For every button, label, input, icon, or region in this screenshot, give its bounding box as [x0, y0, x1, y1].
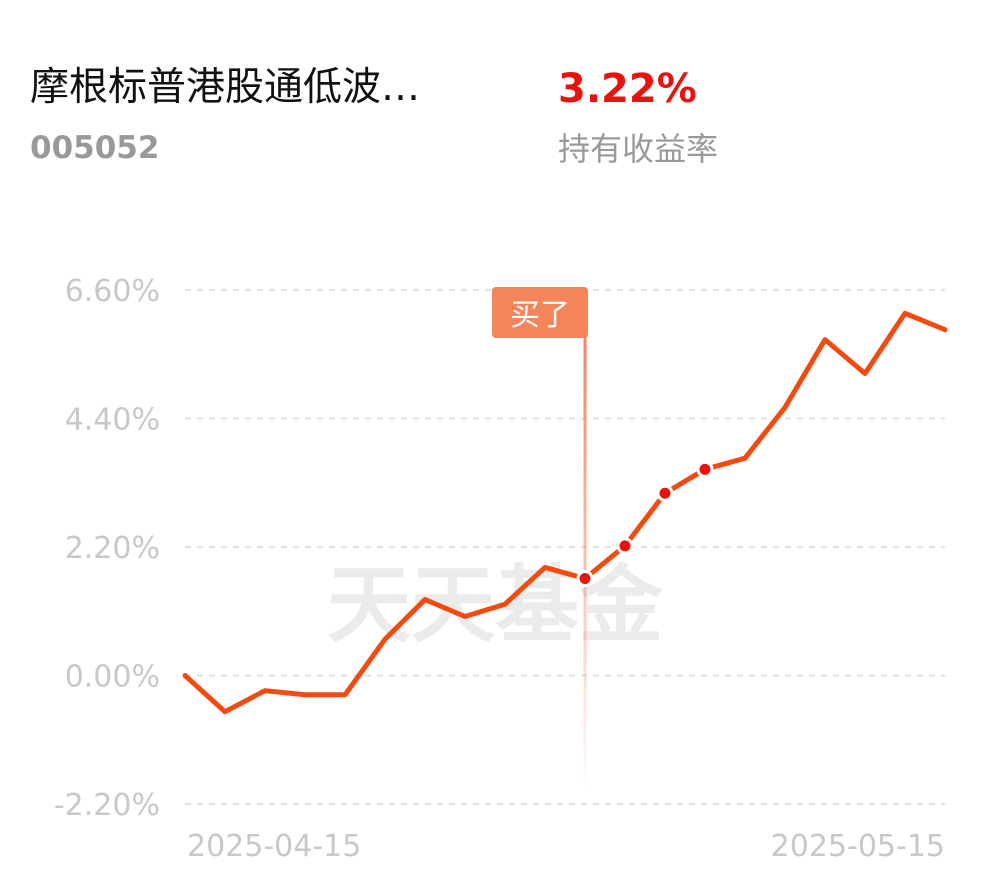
buy-label: 买了	[510, 298, 570, 333]
x-tick-label: 2025-04-15	[187, 829, 361, 864]
chart: -2.20% 0.00% 2.20% 4.40% 6.60% 2025-04-15 2025…	[54, 274, 948, 864]
point	[576, 570, 594, 588]
point	[616, 537, 634, 555]
fund-code: 005052	[30, 130, 159, 166]
y-tick-label: 4.40%	[65, 403, 160, 438]
x-tick-label: 2025-05-15	[771, 829, 945, 864]
y-tick-label: -2.20%	[54, 788, 160, 823]
watermark: 天天基金	[327, 555, 664, 654]
buy-line	[583, 336, 587, 796]
point	[696, 460, 714, 478]
series-line	[182, 310, 948, 715]
return-label: 持有收益率	[558, 130, 718, 168]
return-value: 3.22%	[558, 66, 697, 112]
buy-badge	[492, 287, 588, 338]
y-tick-label: 2.20%	[65, 531, 160, 566]
fund-title: 摩根标普港股通低波…	[30, 65, 420, 110]
y-tick-label: 6.60%	[65, 274, 160, 309]
y-tick-label: 0.00%	[65, 660, 160, 695]
point	[656, 484, 674, 502]
